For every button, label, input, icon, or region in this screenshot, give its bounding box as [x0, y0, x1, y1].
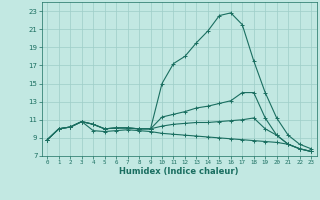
X-axis label: Humidex (Indice chaleur): Humidex (Indice chaleur) [119, 167, 239, 176]
